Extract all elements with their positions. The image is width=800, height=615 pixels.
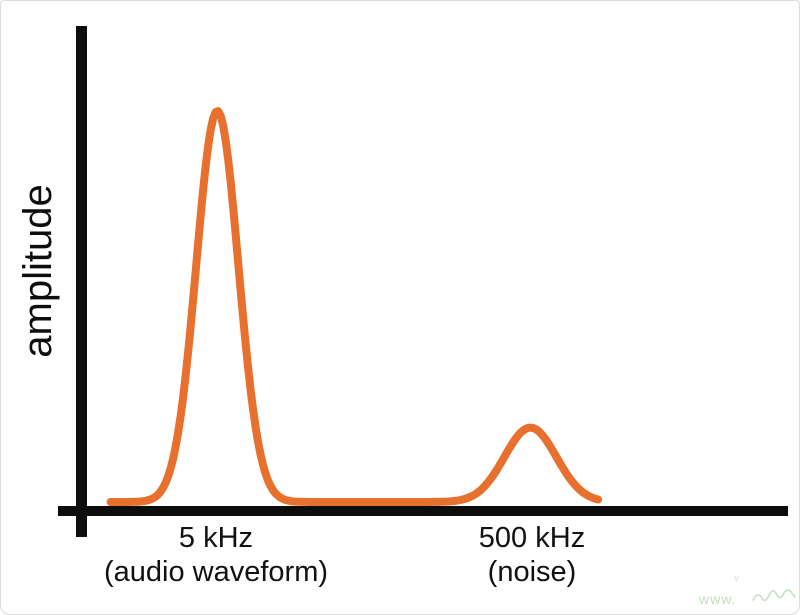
watermark-mark: v (734, 573, 740, 584)
x-tick-500khz-sublabel: (noise) (487, 556, 577, 588)
x-tick-5khz-label: 5 kHz (178, 522, 254, 554)
x-axis-line (58, 506, 788, 516)
x-tick-5khz-sublabel: (audio waveform) (103, 556, 329, 588)
x-tick-500khz-label: 500 kHz (478, 522, 586, 554)
x-tick-500khz: 500 kHz (noise) (479, 521, 585, 589)
watermark-text: www. (699, 591, 737, 607)
y-axis-label: amplitude (16, 184, 60, 358)
x-tick-5khz: 5 kHz (audio waveform) (104, 521, 328, 589)
y-axis-line (76, 26, 87, 537)
watermark-scribble-icon (752, 589, 796, 602)
